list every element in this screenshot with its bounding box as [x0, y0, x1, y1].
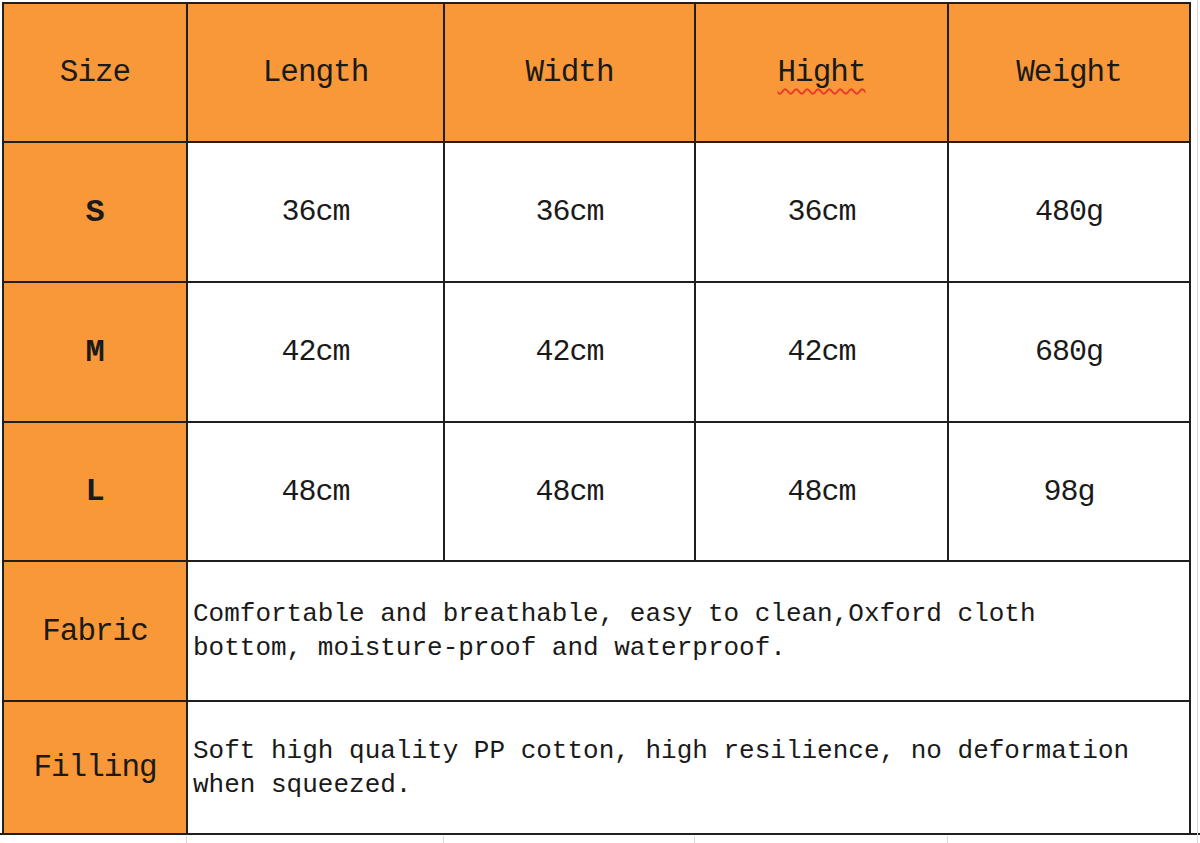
size-label-l: L [85, 473, 104, 510]
value-l-width: 48cm [535, 475, 603, 509]
header-cell-width: Width [445, 4, 696, 143]
value-cell-s-weight: 480g [949, 143, 1189, 283]
size-cell-l: L [4, 423, 188, 562]
filling-label-cell: Filling [4, 702, 188, 833]
filling-description-cell: Soft high quality PP cotton, high resili… [188, 702, 1189, 833]
value-m-length: 42cm [281, 335, 349, 369]
header-label-length: Length [263, 55, 369, 90]
value-cell-l-hight: 48cm [696, 423, 949, 562]
gridline-stub [186, 836, 187, 843]
fabric-label: Fabric [42, 614, 148, 649]
value-s-width: 36cm [535, 195, 603, 229]
size-cell-s: S [4, 143, 188, 283]
fabric-label-cell: Fabric [4, 562, 188, 702]
gridline-stub [443, 836, 444, 843]
fabric-description-cell: Comfortable and breathable, easy to clea… [188, 562, 1189, 702]
value-cell-m-weight: 680g [949, 283, 1189, 423]
value-cell-m-length: 42cm [188, 283, 445, 423]
value-m-width: 42cm [535, 335, 603, 369]
value-cell-m-hight: 42cm [696, 283, 949, 423]
header-cell-length: Length [188, 4, 445, 143]
header-cell-size: Size [4, 4, 188, 143]
filling-label: Filling [33, 750, 156, 785]
value-cell-l-width: 48cm [445, 423, 696, 562]
header-cell-hight: Hight [696, 4, 949, 143]
value-l-length: 48cm [281, 475, 349, 509]
header-label-weight: Weight [1016, 55, 1122, 90]
header-label-size: Size [60, 55, 130, 90]
value-s-hight: 36cm [787, 195, 855, 229]
value-cell-s-width: 36cm [445, 143, 696, 283]
gridline-right-edge [1197, 0, 1198, 843]
table-bottom-border [0, 833, 1200, 835]
header-cell-weight: Weight [949, 4, 1189, 143]
header-label-hight-misspelled: Hight [777, 55, 865, 90]
value-cell-m-width: 42cm [445, 283, 696, 423]
value-m-hight: 42cm [787, 335, 855, 369]
header-label-width: Width [525, 55, 613, 90]
gridline-stub [694, 836, 695, 843]
value-m-weight: 680g [1035, 335, 1103, 369]
value-cell-s-hight: 36cm [696, 143, 949, 283]
size-label-m: M [85, 334, 104, 371]
filling-description: Soft high quality PP cotton, high resili… [193, 734, 1145, 802]
value-s-length: 36cm [281, 195, 349, 229]
value-l-hight: 48cm [787, 475, 855, 509]
size-cell-m: M [4, 283, 188, 423]
value-cell-l-weight: 98g [949, 423, 1189, 562]
gridline-stub [947, 836, 948, 843]
size-spec-table: Size Length Width Hight Weight S 36cm 36… [2, 2, 1191, 835]
value-cell-l-length: 48cm [188, 423, 445, 562]
fabric-description: Comfortable and breathable, easy to clea… [193, 597, 1145, 665]
value-l-weight: 98g [1043, 475, 1094, 509]
value-s-weight: 480g [1035, 195, 1103, 229]
size-label-s: S [85, 194, 104, 231]
value-cell-s-length: 36cm [188, 143, 445, 283]
